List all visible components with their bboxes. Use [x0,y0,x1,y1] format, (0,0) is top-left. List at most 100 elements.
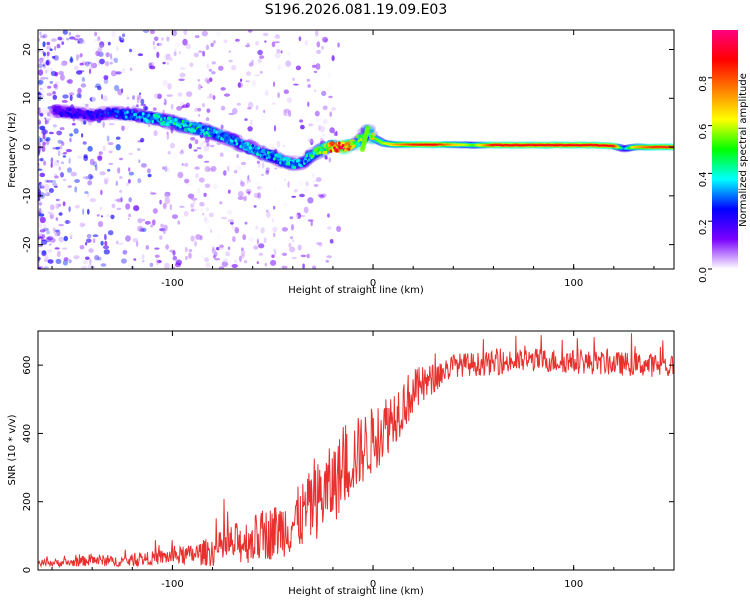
spectrogram-cell [254,74,261,77]
spectrogram-cell [300,112,307,118]
spectrogram-cell [331,107,337,111]
spectrogram-cell [128,213,132,218]
spectrogram-ridge-cell [162,120,165,124]
spectrogram-cell [50,162,53,168]
spectrogram-ridge-cell [264,149,268,153]
spectrogram-cell [50,211,55,216]
spectrogram-cell [206,108,211,113]
spectrogram-cell [81,266,88,269]
spectrogram-cell [54,185,58,188]
spectrogram-ridge-cell [344,141,351,146]
spectrogram-cell [244,221,248,225]
spectrogram-cell [171,153,178,160]
spectrogram-cell [38,141,41,148]
spectrogram-cell [137,148,141,151]
spectrogram-cell [195,173,199,179]
spectrogram-cell [213,184,218,189]
spectrogram-cell [249,119,253,126]
spectrogram-cell [167,151,171,155]
spectrogram-cell [41,139,46,147]
spectrogram-cell [221,261,229,267]
spectrogram-cell [103,249,110,255]
spectrogram-cell [257,58,262,64]
spectrogram-cell [227,189,231,194]
spectrogram-cell [322,105,328,111]
spectrogram-cell [38,232,43,237]
spectrogram-cell [105,96,109,101]
spectrogram-cell [39,229,46,233]
spectrogram-cell [79,62,84,66]
snr-y-ticks: 0 200 400 600 [22,356,674,573]
spectrogram-cell [204,166,211,172]
spectrogram-cell [99,207,103,210]
spectrogram-cell [110,57,116,62]
spectrogram-ridge-cell [344,148,347,152]
spectrogram-cell [46,51,50,57]
spectrogram-cell [213,40,216,44]
spectrogram-cell [46,230,50,235]
spectrogram-cell [58,223,64,227]
spectrogram-cell [311,173,315,178]
spectrogram-cell [87,173,93,180]
spectrogram-ridge-cell [168,116,171,120]
spectrogram-cell [162,109,165,114]
spectrogram-cell [276,48,281,54]
spectrogram-cell [253,205,257,208]
spectrogram-cell [100,263,107,267]
spectrogram-cell [70,56,73,63]
spectrogram-cell [198,208,204,212]
spectrogram-cell [84,191,89,194]
spectrogram-ridge-cell [375,138,378,141]
spectrogram-cell [177,220,180,225]
spectrogram-cell [246,179,249,184]
spectrogram-ridge-cell [271,154,275,159]
spectrogram-cell [201,254,204,259]
spectrogram-cell [300,72,304,78]
spectrogram-cell [316,49,321,55]
spectrogram-cell [203,145,210,152]
spectrogram-cell [169,249,176,253]
spectrogram-cell [321,193,327,198]
spectrogram-ridge-cell [121,116,124,120]
spectrogram-cell [121,67,126,74]
spectrogram-cell [89,158,95,166]
spectrogram-cell [152,40,155,46]
spectrogram-cell [54,229,59,233]
spectrogram-cell [86,238,92,243]
spectrogram-cell [87,192,90,198]
spectrogram-cell [56,159,59,163]
spectrogram-cell [228,112,235,116]
spectrogram-cell [110,70,117,77]
spectrogram-ridge-cell [193,129,197,133]
spectrogram-cell [246,191,251,194]
spectrogram-cell [96,214,100,217]
spectrogram-cell [162,202,167,210]
spectrogram-cell [198,177,205,183]
spectrogram-cell [46,119,50,123]
spectrogram-cell [204,257,210,263]
spectrogram-cell [186,91,193,97]
spectrogram-cell [92,234,99,238]
spectrogram-cell [53,83,57,89]
spectrogram-cell [82,141,87,145]
spectrogram-cell [49,243,52,246]
spectrogram-cell [248,30,253,33]
spectrogram-cell [133,258,137,261]
spectrogram-cell [61,99,68,103]
spectrogram-ridge-cell [305,154,309,158]
spectrogram-cell [46,45,51,50]
spectrogram-cell [197,187,201,195]
spectrogram-cell [158,40,164,47]
x-tick-label: -100 [161,579,184,590]
spectrogram-cell [285,60,292,67]
spectrogram-cell [89,197,97,203]
spectrogram-cell [203,216,208,222]
spectrogram-cell [219,244,224,248]
spectrogram-cell [222,258,228,263]
spectrogram-ridge-cell [283,160,287,164]
spectrogram-cell [81,102,86,108]
spectrogram-ridge-cell [630,147,634,149]
spectrogram-cell [303,206,309,214]
spectrogram-ridge-cell [263,155,267,159]
